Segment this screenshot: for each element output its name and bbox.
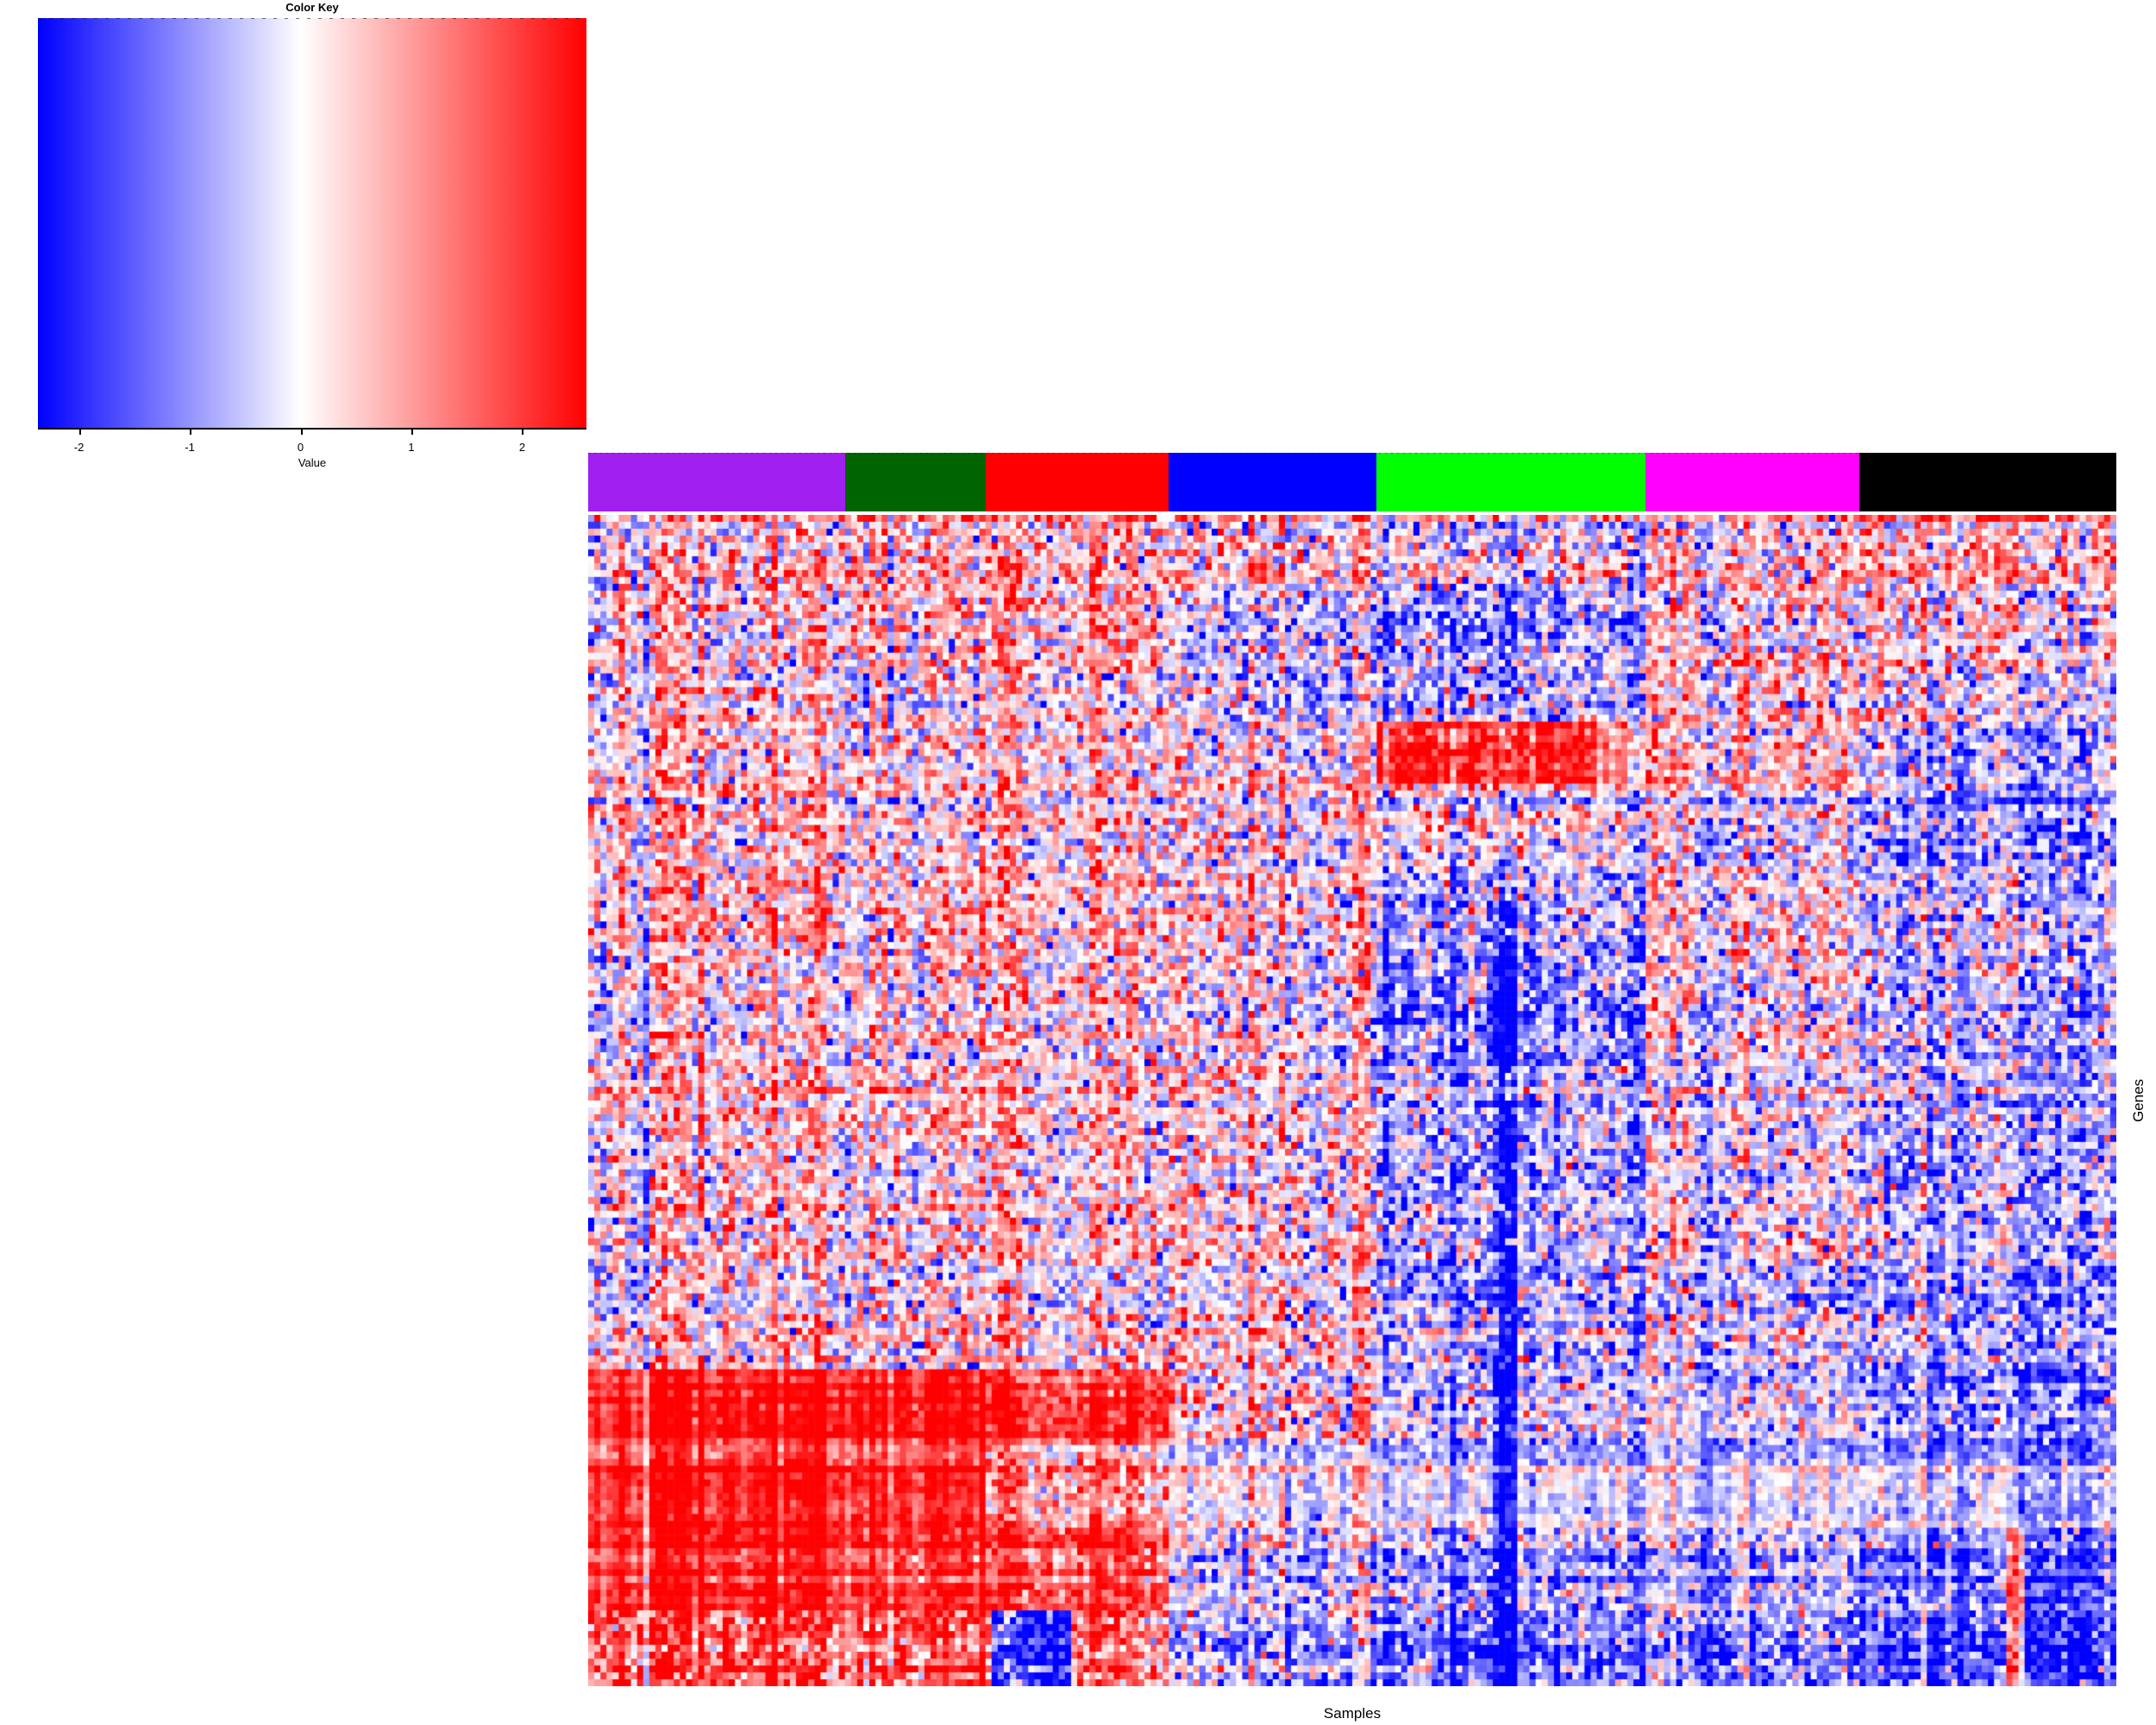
color-key-tick xyxy=(190,430,192,435)
column-group-swatch-group-4-blue xyxy=(1169,453,1377,511)
color-key-tick xyxy=(522,430,524,435)
color-key-panel: Color Key -2 -1 0 1 2 Value xyxy=(0,0,655,483)
color-key-tick-label: 0 xyxy=(297,441,304,454)
column-group-swatch-group-5-green xyxy=(1376,453,1646,511)
color-key-top-border xyxy=(38,18,586,19)
sidebar-top-border xyxy=(588,453,2116,454)
column-group-swatch-group-7-black xyxy=(1859,453,2117,511)
color-key-tick-label: -2 xyxy=(73,441,85,454)
heatmap-canvas xyxy=(588,515,2116,1686)
column-group-sidebar xyxy=(588,453,2117,511)
color-key-tick-label: 2 xyxy=(518,441,526,454)
color-key-tick xyxy=(78,430,81,435)
color-key-gradient xyxy=(38,18,586,430)
column-group-swatch-group-1-purple xyxy=(588,453,845,511)
column-group-swatch-group-3-red xyxy=(985,453,1169,511)
color-key-tick xyxy=(411,430,413,435)
color-key-tick xyxy=(300,430,303,435)
y-axis-label: Genes xyxy=(2130,1078,2147,1123)
color-key-axis-label: Value xyxy=(298,456,327,469)
x-axis-label: Samples xyxy=(1323,1705,1382,1722)
column-group-swatch-group-2-darkgreen xyxy=(844,453,986,511)
color-key-tick-label: 1 xyxy=(408,441,415,454)
color-key-tick-label: -1 xyxy=(185,441,195,454)
color-key-title: Color Key xyxy=(285,1,339,14)
y-axis-label-container: Genes xyxy=(2123,515,2154,1686)
column-group-swatch-group-6-magenta xyxy=(1645,453,1860,511)
